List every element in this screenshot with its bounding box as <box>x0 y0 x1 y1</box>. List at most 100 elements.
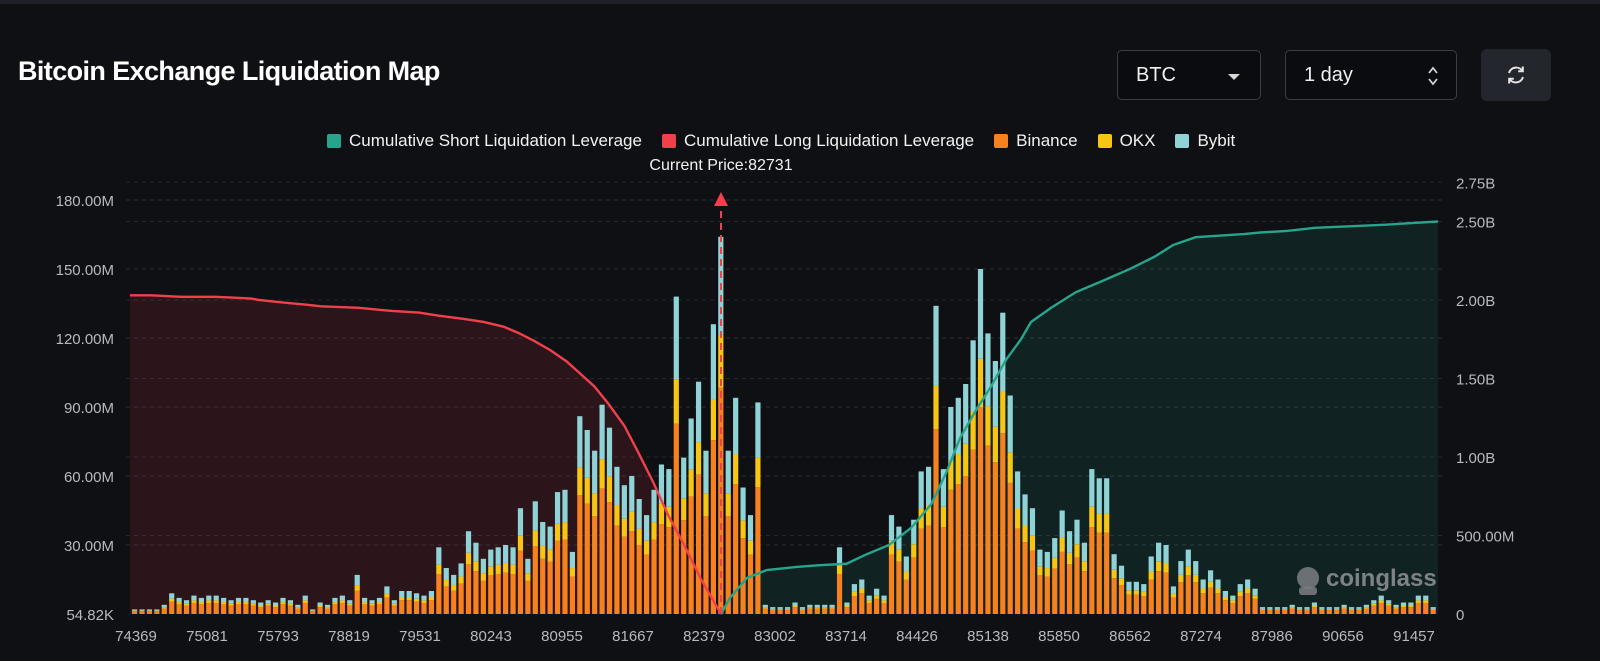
legend-swatch <box>327 134 341 148</box>
binance-bar <box>228 605 234 614</box>
legend-item-long[interactable]: Cumulative Long Liquidation Leverage <box>661 131 975 151</box>
bybit-bar <box>473 542 479 562</box>
legend-item-bybit[interactable]: Bybit <box>1175 131 1235 151</box>
binance-bar <box>955 484 961 614</box>
okx-bar <box>948 460 954 490</box>
y-left-tick-label: 90.00M <box>64 400 114 417</box>
binance-bar <box>896 561 902 614</box>
binance-bar <box>221 604 227 614</box>
okx-bar <box>228 603 234 606</box>
bybit-bar <box>911 519 917 545</box>
bybit-bar <box>866 595 872 601</box>
bybit-bar <box>540 522 546 546</box>
binance-bar <box>503 572 509 614</box>
binance-bar <box>1089 527 1095 614</box>
y-left-tick-label: 30.00M <box>64 538 114 555</box>
okx-bar <box>540 545 546 559</box>
bybit-bar <box>844 602 850 606</box>
okx-bar <box>554 523 561 541</box>
bybit-bar <box>369 600 375 604</box>
okx-bar <box>206 600 212 603</box>
okx-bar <box>881 600 887 603</box>
binance-bar <box>911 557 917 614</box>
binance-bar <box>1044 576 1050 614</box>
binance-bar <box>1304 609 1310 614</box>
okx-bar <box>1037 566 1043 576</box>
bybit-bar <box>280 597 286 603</box>
bybit-bar <box>1282 607 1288 609</box>
okx-bar <box>176 602 182 605</box>
binance-bar <box>569 576 576 614</box>
bybit-bar <box>1259 607 1266 609</box>
legend-item-okx[interactable]: OKX <box>1097 131 1155 151</box>
bybit-bar <box>695 381 702 443</box>
bybit-bar <box>733 397 739 455</box>
bybit-bar <box>1319 607 1325 609</box>
liquidation-chart: 54.82K 30.00M 60.00M 90.00M 120.00M 150.00M 18… <box>56 157 1515 645</box>
okx-bar <box>1066 552 1073 565</box>
time-range-select[interactable]: 1 day <box>1285 50 1457 100</box>
okx-bar <box>243 602 249 605</box>
okx-bar <box>488 566 494 576</box>
binance-bar <box>1022 542 1028 614</box>
binance-bar <box>644 554 650 614</box>
binance-bar <box>992 462 998 614</box>
okx-bar <box>421 600 427 603</box>
bybit-bar <box>992 361 998 427</box>
bybit-bar <box>206 595 212 601</box>
binance-bar <box>1386 605 1392 614</box>
okx-bar <box>1252 595 1258 599</box>
x-tick-label: 75081 <box>186 628 228 645</box>
binance-bar <box>1378 602 1384 614</box>
coinglass-logo-base <box>1299 587 1317 595</box>
okx-bar <box>436 564 442 574</box>
binance-bar <box>688 496 694 614</box>
binance-bar <box>1081 571 1088 614</box>
legend-label: Cumulative Long Liquidation Leverage <box>683 131 975 150</box>
bybit-bar <box>859 579 865 589</box>
binance-bar <box>1052 568 1058 614</box>
okx-bar <box>503 562 509 573</box>
bybit-bar <box>347 600 353 604</box>
bybit-bar <box>287 600 294 604</box>
binance-bar <box>799 609 806 614</box>
y-right-tick-label: 2.50B <box>1456 215 1495 232</box>
legend-item-binance[interactable]: Binance <box>994 131 1078 151</box>
asset-select[interactable]: BTC <box>1117 50 1261 100</box>
binance-bar <box>1341 608 1347 614</box>
okx-bar <box>1148 571 1154 580</box>
okx-bar <box>1319 608 1325 610</box>
legend-item-short[interactable]: Cumulative Short Liquidation Leverage <box>327 131 642 151</box>
okx-bar <box>799 608 806 610</box>
y-left-tick-label: 54.82K <box>66 607 114 624</box>
legend-swatch <box>661 134 676 148</box>
binance-bar <box>681 520 687 614</box>
binance-bar <box>695 474 702 614</box>
binance-bar <box>762 608 768 614</box>
okx-bar <box>1334 608 1340 610</box>
okx-bar <box>413 598 420 602</box>
binance-bar <box>295 608 301 614</box>
bybit-bar <box>495 547 501 565</box>
bybit-bar <box>1393 604 1399 608</box>
y-left-tick-label: 180.00M <box>56 193 114 210</box>
binance-bar <box>465 564 472 614</box>
binance-bar <box>1215 593 1221 614</box>
x-tick-label: 91457 <box>1393 628 1435 645</box>
x-tick-label: 87986 <box>1251 628 1293 645</box>
okx-bar <box>629 511 635 532</box>
bybit-bar <box>1089 469 1095 507</box>
okx-bar <box>369 603 375 606</box>
okx-bar <box>1170 593 1177 598</box>
binance-bar <box>1423 602 1429 614</box>
binance-bar <box>725 516 731 614</box>
watermark-text: coinglass <box>1326 565 1437 592</box>
binance-bar <box>406 600 412 614</box>
okx-bar <box>406 596 412 601</box>
binance-bar <box>265 605 271 614</box>
bybit-bar <box>339 595 345 601</box>
bybit-bar <box>1267 607 1273 609</box>
refresh-button[interactable] <box>1481 49 1551 101</box>
bybit-bar <box>948 407 954 461</box>
okx-bar <box>866 600 872 603</box>
